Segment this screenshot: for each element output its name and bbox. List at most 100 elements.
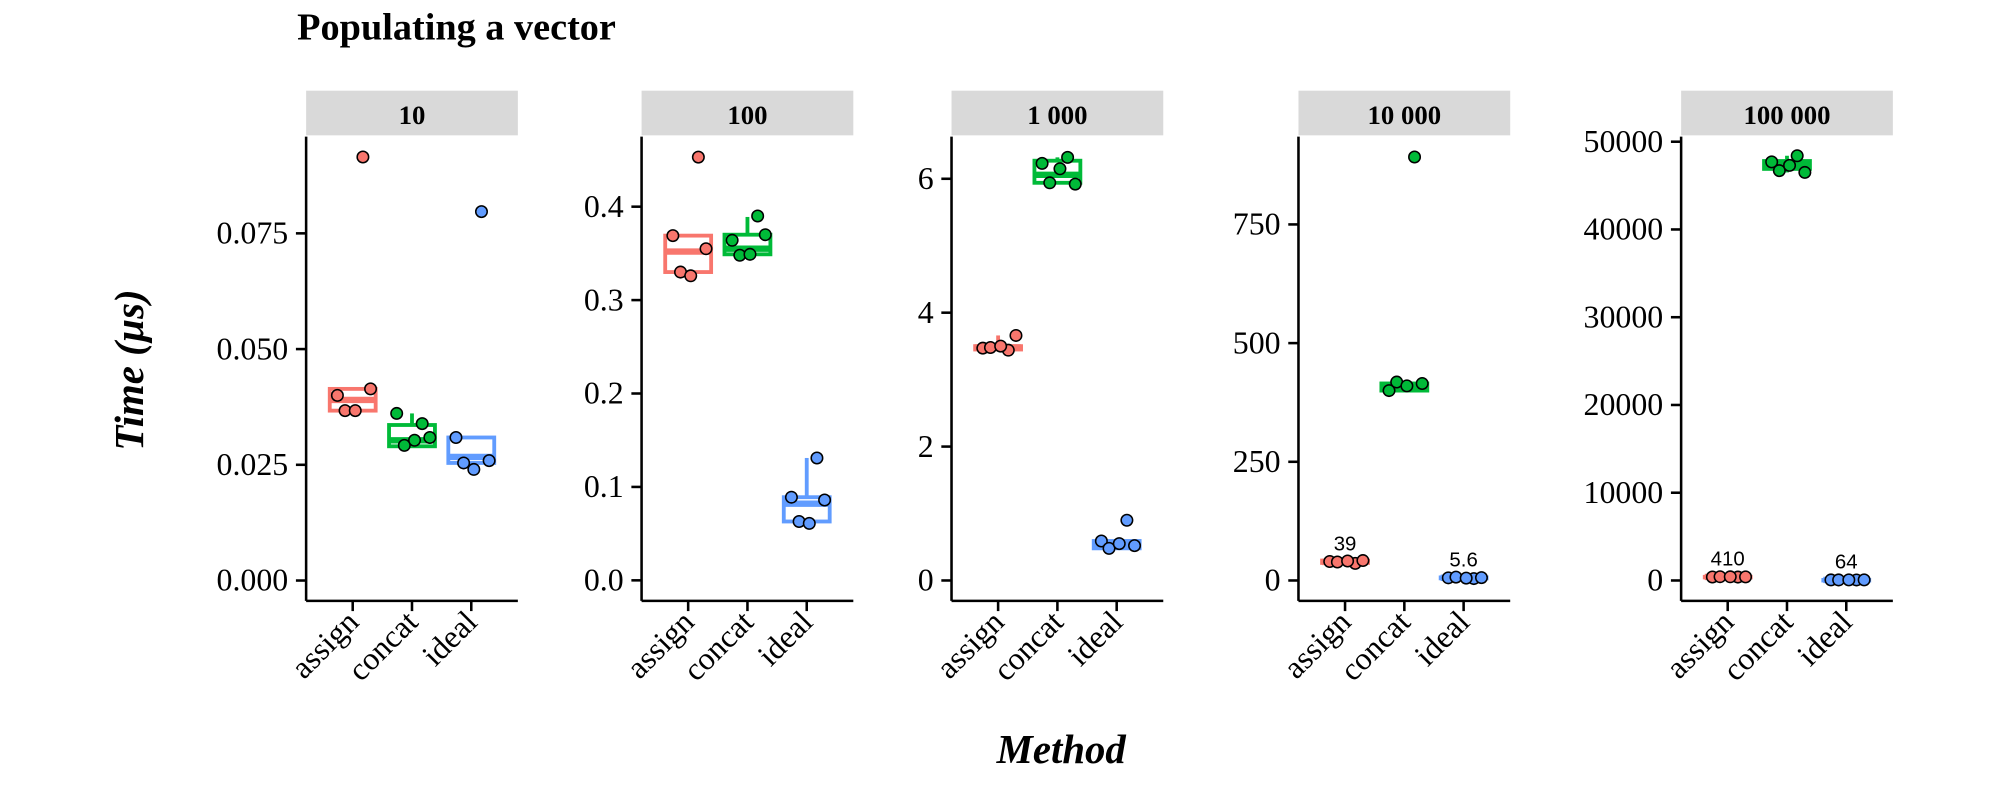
point (1772, 164, 1786, 178)
y-tick-label: 40000 (1584, 212, 1664, 247)
point (1459, 571, 1473, 585)
point (666, 229, 680, 243)
point (1474, 571, 1488, 585)
point (397, 438, 411, 452)
chart-title: Populating a vector (297, 7, 616, 49)
y-tick-label: 250 (1233, 444, 1281, 479)
y-tick-label: 50000 (1584, 124, 1664, 159)
y-tick-label: 0 (918, 563, 934, 598)
y-tick-label: 500 (1233, 325, 1281, 360)
point (1094, 534, 1108, 548)
point (684, 269, 698, 283)
facet-strip (641, 90, 854, 136)
point (1128, 539, 1142, 553)
point (725, 233, 739, 247)
point (1035, 156, 1049, 170)
x-axis-label: Method (996, 727, 1127, 772)
point (1341, 554, 1355, 568)
point (467, 462, 481, 476)
y-tick-label: 0.075 (217, 216, 289, 251)
point (356, 150, 370, 164)
facet-label: 100 000 (1743, 100, 1830, 130)
facet-label: 1 000 (1027, 100, 1087, 130)
point (810, 451, 824, 465)
point (1739, 570, 1753, 584)
facet-strip (306, 90, 518, 136)
y-tick-label: 6 (918, 161, 934, 196)
point (1790, 149, 1804, 163)
point (1356, 554, 1370, 568)
y-tick-label: 2 (918, 429, 934, 464)
x-tick-label: concat (676, 604, 760, 688)
y-tick-label: 0 (1647, 563, 1663, 598)
facet-strip (951, 90, 1164, 136)
point (415, 417, 429, 431)
point (691, 150, 705, 164)
x-tick-label: ideal (415, 604, 484, 673)
point (408, 433, 422, 447)
point (1798, 165, 1812, 179)
point (1723, 570, 1737, 584)
point (758, 228, 772, 242)
y-axis-label: Time (µs) (107, 289, 152, 450)
point (423, 430, 437, 444)
point (1043, 176, 1057, 190)
point (1382, 384, 1396, 398)
x-tick-label: concat (1333, 604, 1417, 688)
median-label: 5.6 (1449, 549, 1477, 571)
point (1068, 177, 1082, 191)
point (457, 456, 471, 470)
point (994, 339, 1008, 353)
median-label: 410 (1711, 548, 1745, 570)
y-tick-label: 0.3 (584, 282, 624, 317)
point (699, 242, 713, 256)
point (1415, 376, 1429, 390)
median-label: 39 (1334, 533, 1357, 555)
facet-strip (1298, 90, 1511, 136)
y-tick-label: 0.025 (217, 447, 289, 482)
point (802, 516, 816, 530)
point (390, 406, 404, 420)
x-tick-label: concat (986, 604, 1070, 688)
y-tick-label: 20000 (1584, 387, 1664, 422)
point (330, 388, 344, 402)
x-tick-label: concat (341, 604, 425, 688)
point (1053, 162, 1067, 176)
point (364, 382, 378, 396)
point (743, 247, 757, 261)
point (1857, 573, 1871, 587)
point (1061, 150, 1075, 164)
y-tick-label: 0.0 (584, 563, 624, 598)
y-tick-label: 0.000 (217, 563, 289, 598)
y-tick-label: 0.1 (584, 469, 624, 504)
y-tick-label: 30000 (1584, 299, 1664, 334)
point (474, 205, 488, 219)
point (784, 490, 798, 504)
y-tick-label: 4 (918, 295, 934, 330)
point (1783, 158, 1797, 172)
x-tick-label: ideal (751, 604, 820, 673)
x-tick-label: ideal (1408, 604, 1477, 673)
facet-strip (1681, 90, 1893, 136)
facet-label: 10 (399, 100, 426, 130)
y-tick-label: 0.050 (217, 331, 289, 366)
facet-label: 10 000 (1368, 100, 1442, 130)
point (1400, 379, 1414, 393)
x-tick-label: concat (1716, 604, 1800, 688)
point (348, 404, 362, 418)
point (1765, 155, 1779, 169)
x-tick-label: ideal (1061, 604, 1130, 673)
y-tick-label: 0 (1265, 563, 1281, 598)
point (1408, 150, 1422, 164)
point (1842, 573, 1856, 587)
y-tick-label: 0.4 (584, 189, 624, 224)
point (449, 430, 463, 444)
point (482, 454, 496, 468)
y-tick-label: 750 (1233, 207, 1281, 242)
point (1120, 513, 1134, 527)
median-label: 64 (1835, 551, 1858, 573)
y-tick-label: 10000 (1584, 475, 1664, 510)
point (1009, 328, 1023, 342)
